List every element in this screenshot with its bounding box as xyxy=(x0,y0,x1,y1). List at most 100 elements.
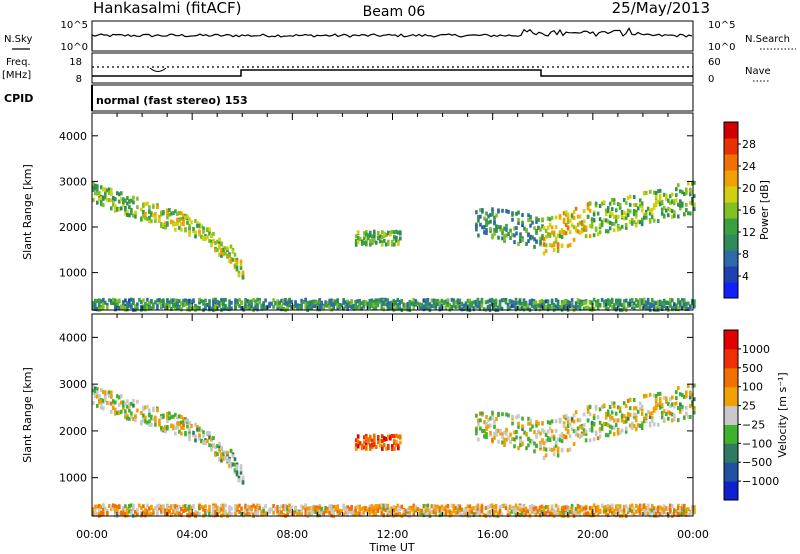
echo-cell xyxy=(418,508,422,513)
echo-cell xyxy=(94,389,97,394)
echo-cell xyxy=(626,507,630,512)
echo-cell xyxy=(534,307,538,312)
echo-cell xyxy=(505,412,508,417)
echo-cell xyxy=(112,297,115,302)
echo-cell xyxy=(344,510,347,515)
echo-cell xyxy=(536,509,540,514)
echo-cell xyxy=(210,306,213,311)
echo-cell xyxy=(476,506,480,511)
echo-cell xyxy=(320,305,323,310)
echo-cell xyxy=(154,506,157,511)
echo-cell xyxy=(667,198,670,203)
echo-cell xyxy=(566,299,570,304)
echo-cell xyxy=(566,225,570,230)
echo-cell xyxy=(438,508,442,513)
echo-cell xyxy=(624,404,628,409)
echo-cell xyxy=(502,298,506,303)
echo-cell xyxy=(150,299,153,304)
echo-cell xyxy=(554,298,558,302)
echo-cell xyxy=(572,419,576,424)
echo-cell xyxy=(230,300,233,305)
echo-cell xyxy=(210,443,213,448)
echo-cell xyxy=(288,508,291,513)
echo-cell xyxy=(673,417,676,422)
echo-cell xyxy=(140,216,143,221)
echo-cell xyxy=(488,303,492,308)
echo-cell xyxy=(501,412,504,417)
echo-cell xyxy=(176,421,179,426)
echo-cell xyxy=(176,301,179,306)
echo-cell xyxy=(162,210,165,215)
echo-cell xyxy=(166,215,169,220)
echo-cell xyxy=(519,443,522,448)
echo-cell xyxy=(136,306,139,311)
echo-cell xyxy=(582,219,586,224)
echo-cell xyxy=(392,504,396,509)
echo-cell xyxy=(180,216,183,221)
echo-cell xyxy=(679,306,682,311)
echo-cell xyxy=(182,222,185,227)
colorbar-tick-label: 12 xyxy=(742,226,756,239)
echo-cell xyxy=(124,303,127,308)
echo-cell xyxy=(638,302,642,307)
echo-cell xyxy=(262,512,265,517)
echo-cell xyxy=(481,208,484,213)
echo-cell xyxy=(108,187,111,192)
echo-cell xyxy=(479,411,482,416)
echo-cell xyxy=(188,433,191,438)
echo-cell xyxy=(377,440,380,445)
echo-cell xyxy=(642,394,646,399)
echo-cell xyxy=(172,303,175,308)
freq-label: Freq. xyxy=(6,57,31,68)
echo-cell xyxy=(572,413,576,418)
echo-cell xyxy=(338,508,341,513)
echo-cell xyxy=(296,303,299,308)
echo-cell xyxy=(344,506,347,511)
echo-cell xyxy=(612,510,616,515)
echo-cell xyxy=(118,298,121,303)
echo-cell xyxy=(624,200,628,205)
echo-cell xyxy=(568,510,572,515)
echo-cell xyxy=(620,303,624,308)
echo-cell xyxy=(92,401,95,405)
echo-cell xyxy=(592,416,596,421)
echo-cell xyxy=(598,434,602,439)
echo-cell xyxy=(338,303,341,307)
echo-cell xyxy=(320,507,323,512)
power-echoes xyxy=(92,180,696,312)
echo-cell xyxy=(570,298,574,303)
echo-cell xyxy=(394,505,398,510)
echo-cell xyxy=(501,228,504,233)
echo-cell xyxy=(220,241,223,246)
echo-cell xyxy=(96,394,99,399)
echo-cell xyxy=(568,301,572,306)
echo-cell xyxy=(148,408,151,413)
echo-cell xyxy=(618,203,622,208)
echo-cell xyxy=(194,438,197,443)
echo-cell xyxy=(332,508,335,512)
echo-cell xyxy=(218,252,221,257)
echo-cell xyxy=(394,306,398,311)
echo-cell xyxy=(594,430,598,435)
echo-cell xyxy=(520,306,524,310)
colorbar-segment xyxy=(724,170,738,187)
echo-cell xyxy=(148,306,151,311)
echo-cell xyxy=(110,506,113,511)
echo-cell xyxy=(489,416,492,421)
echo-cell xyxy=(586,511,590,516)
echo-cell xyxy=(616,431,620,436)
echo-cell xyxy=(136,196,139,201)
echo-cell xyxy=(662,213,666,218)
echo-cell xyxy=(632,301,636,306)
echo-cell xyxy=(130,198,133,203)
echo-cell xyxy=(654,398,658,403)
colorbar-tick-label: 25 xyxy=(742,400,756,413)
echo-cell xyxy=(316,302,319,307)
echo-cell xyxy=(691,404,694,409)
echo-cell xyxy=(527,437,530,441)
echo-cell xyxy=(204,511,207,516)
echo-cell xyxy=(387,446,390,451)
echo-cell xyxy=(246,299,249,303)
echo-cell xyxy=(198,229,201,234)
echo-cell xyxy=(342,506,345,511)
